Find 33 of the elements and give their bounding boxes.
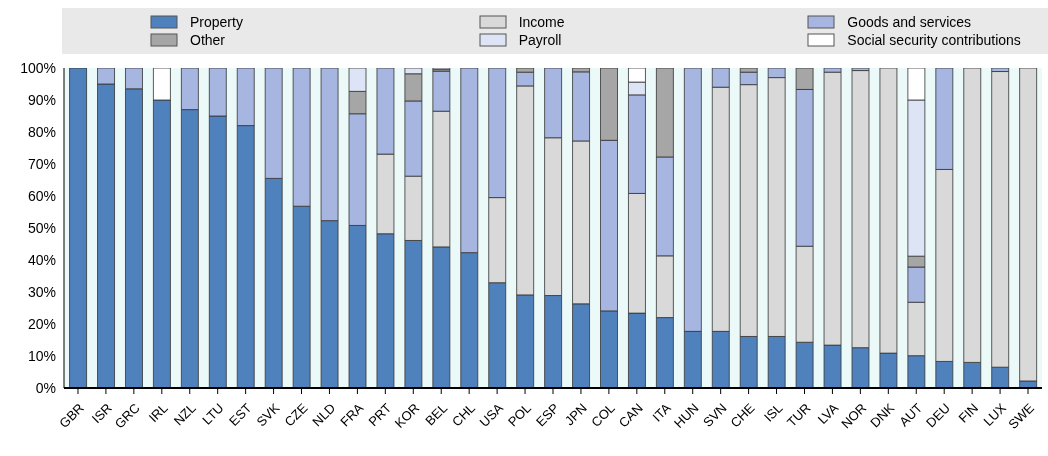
x-tick-label: LVA (814, 400, 842, 427)
x-tick-label: POL (504, 400, 534, 430)
x-tick-label: CHL (449, 400, 479, 430)
x-tick-label: IRL (145, 400, 171, 426)
x-tick-label: NZL (170, 400, 199, 429)
y-tick-label: 70% (27, 155, 56, 172)
x-tick-label: ITA (649, 400, 674, 425)
y-tick-label: 40% (27, 251, 56, 268)
y-tick-label: 60% (27, 187, 56, 204)
y-tick-label: 80% (27, 123, 56, 140)
legend-label: Property (190, 14, 243, 30)
x-tick-label: TUR (783, 400, 814, 430)
y-tick-label: 20% (27, 315, 56, 332)
x-tick-label: COL (588, 400, 618, 430)
legend-label: Payroll (518, 32, 562, 48)
x-tick-label: ISR (88, 400, 115, 427)
y-tick-label: 10% (27, 347, 56, 364)
bar (69, 68, 87, 388)
x-tick-label: ISL (761, 400, 786, 425)
x-tick-label: BEL (422, 400, 451, 429)
x-tick-label: FRA (337, 400, 367, 430)
legend-label: Income (518, 14, 565, 30)
x-tick-label: LTU (199, 400, 227, 428)
legend-label: Goods and services (847, 14, 972, 30)
y-tick-label: 0% (35, 379, 56, 396)
y-tick-label: 50% (27, 219, 56, 236)
legend-label: Social security contributions (847, 32, 1021, 48)
x-tick-label: USA (476, 400, 507, 430)
y-tick-label: 100% (20, 59, 56, 76)
y-tick-label: 90% (27, 91, 56, 108)
x-tick-label: FIN (955, 400, 982, 426)
legend-label: Other (190, 32, 226, 48)
y-tick-label: 30% (27, 283, 56, 300)
